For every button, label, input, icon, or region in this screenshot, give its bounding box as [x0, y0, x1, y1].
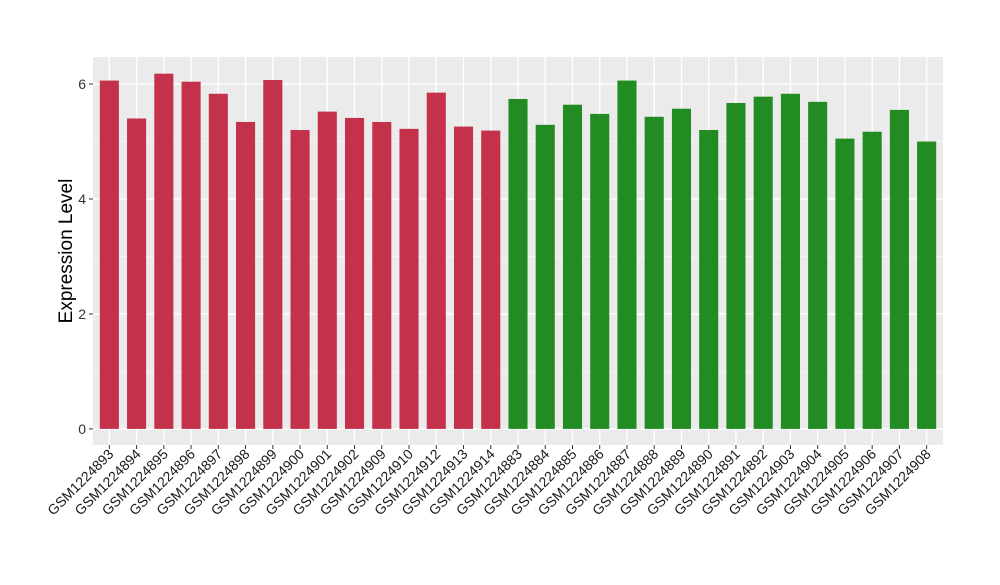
bar-GSM1224906	[862, 131, 882, 429]
bar-GSM1224912	[426, 92, 446, 429]
bar-GSM1224895	[154, 73, 174, 429]
bar-GSM1224914	[481, 130, 501, 429]
bar-GSM1224892	[753, 96, 773, 429]
bar-GSM1224900	[290, 130, 310, 429]
bar-GSM1224905	[835, 138, 855, 429]
x-axis: GSM1224893GSM1224894GSM1224895GSM1224896…	[44, 445, 934, 518]
bar-GSM1224888	[644, 116, 664, 429]
bar-GSM1224890	[699, 130, 719, 429]
bar-GSM1224884	[535, 124, 555, 429]
bar-GSM1224891	[726, 102, 746, 429]
y-tick-label: 2	[78, 306, 86, 322]
bar-GSM1224910	[399, 128, 419, 429]
bar-GSM1224913	[453, 126, 474, 429]
bar-GSM1224899	[263, 79, 283, 429]
y-tick-label: 6	[78, 76, 86, 92]
bar-GSM1224903	[780, 93, 800, 429]
bar-GSM1224894	[127, 118, 147, 429]
bar-GSM1224896	[181, 81, 201, 429]
y-tick-label: 4	[78, 191, 86, 207]
bars	[99, 73, 937, 429]
bar-GSM1224908	[917, 141, 937, 429]
bar-GSM1224907	[889, 109, 909, 429]
bar-GSM1224887	[617, 80, 637, 429]
bar-GSM1224886	[590, 113, 610, 429]
bar-GSM1224902	[345, 117, 365, 429]
bar-GSM1224901	[317, 111, 337, 429]
bar-GSM1224885	[562, 104, 583, 429]
bar-GSM1224904	[808, 101, 828, 429]
y-axis: 0 2 4 6	[78, 76, 93, 437]
bar-GSM1224898	[236, 121, 256, 429]
bar-GSM1224889	[671, 108, 691, 429]
bar-GSM1224897	[208, 93, 228, 429]
bar-GSM1224893	[99, 80, 119, 429]
bar-GSM1224883	[508, 98, 528, 429]
y-axis-label: Expression Level	[56, 179, 77, 324]
y-tick-label: 0	[78, 421, 86, 437]
bar-GSM1224909	[372, 121, 392, 429]
